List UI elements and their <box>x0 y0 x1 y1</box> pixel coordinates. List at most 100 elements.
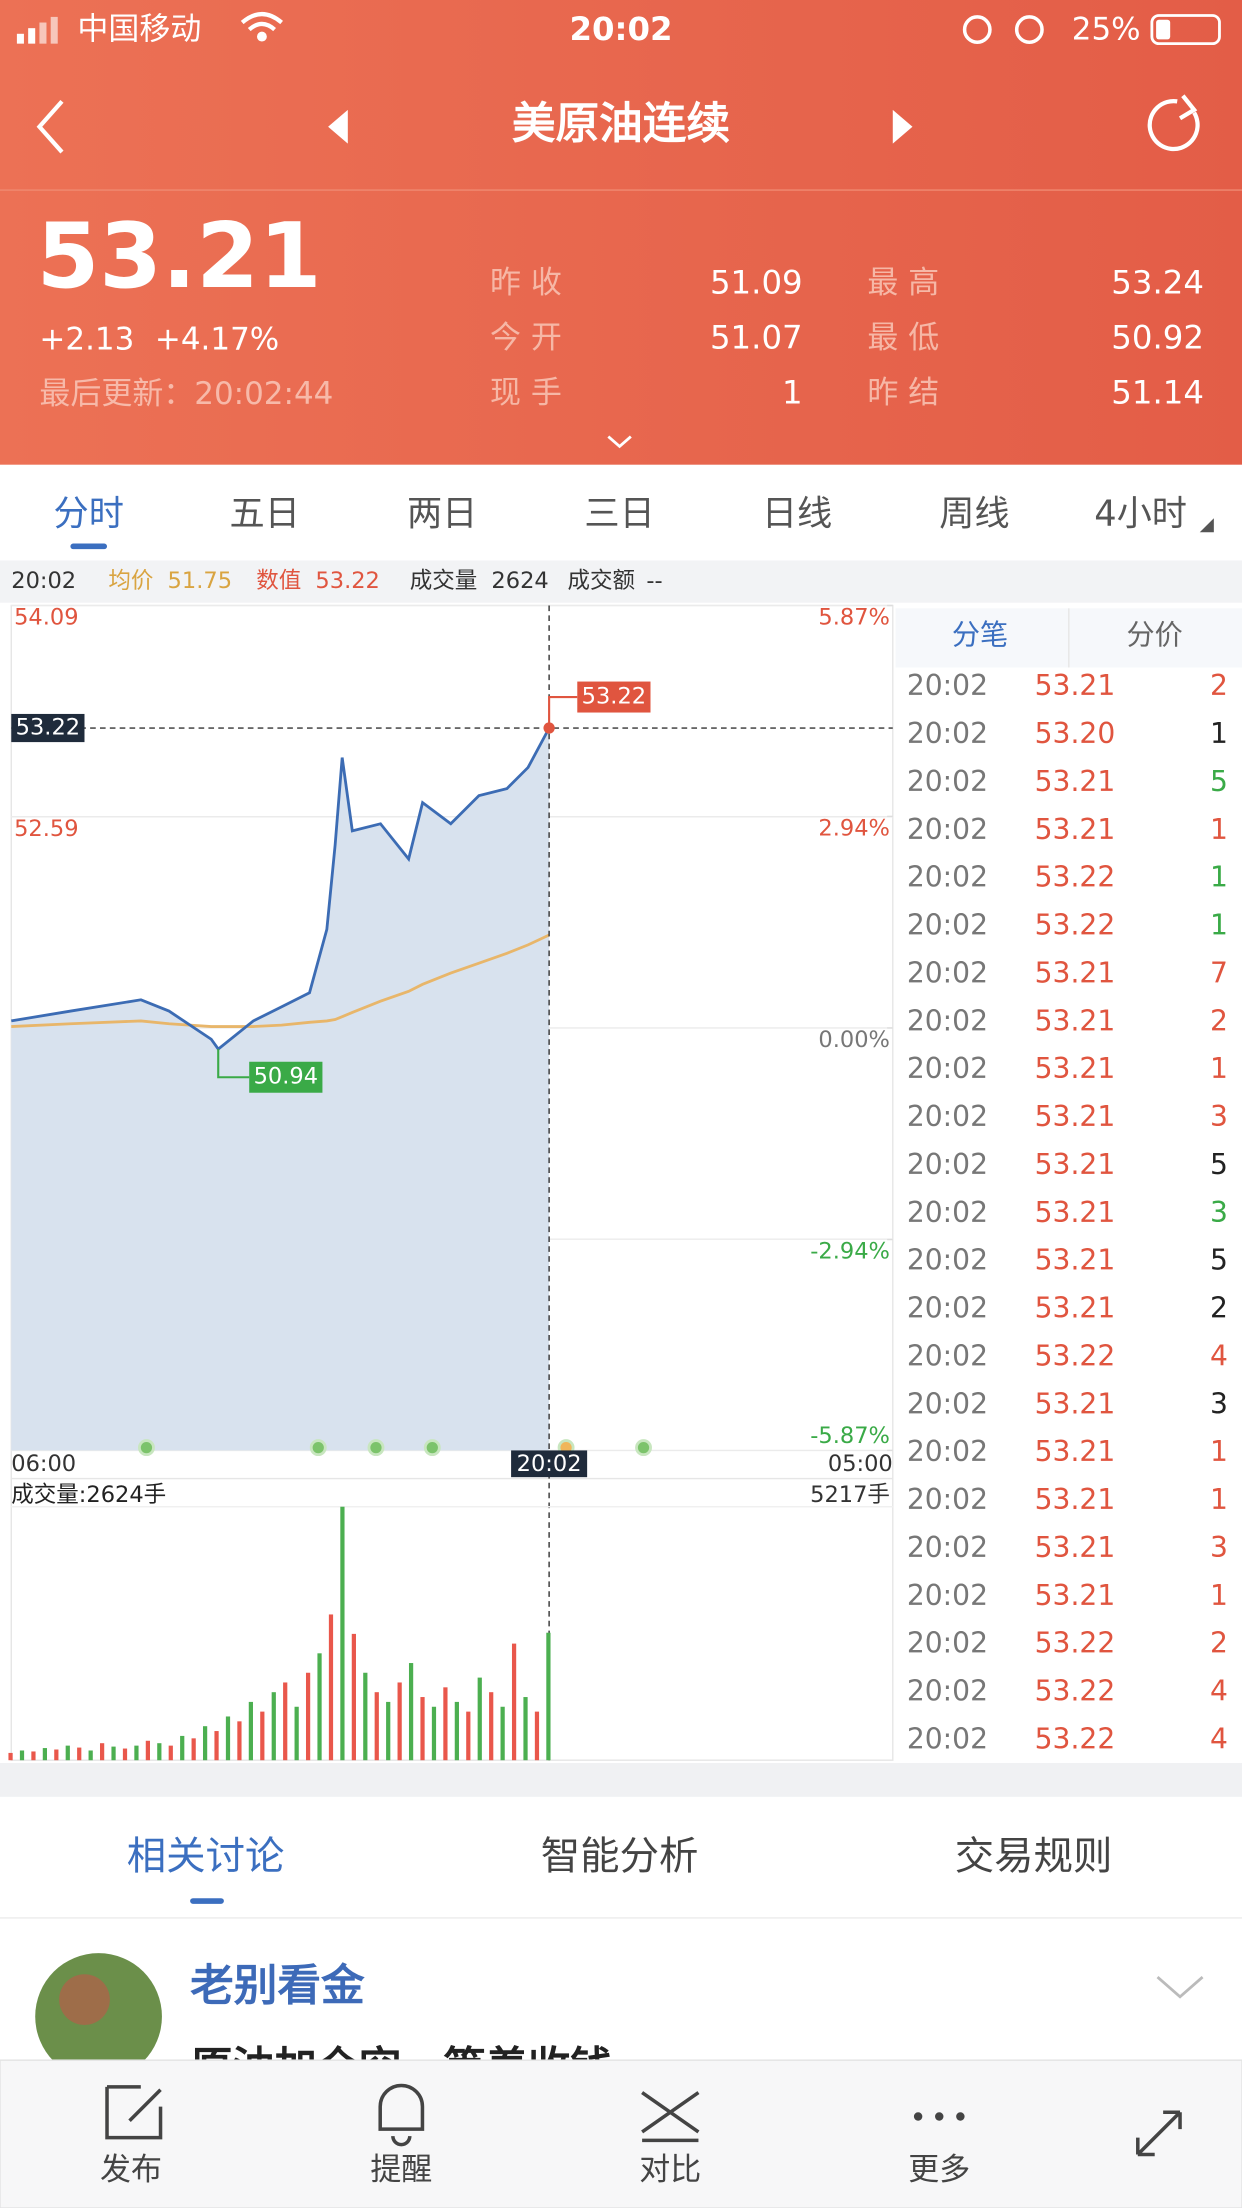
volume-bar <box>340 1506 345 1761</box>
trade-time: 20:02 <box>907 1292 988 1325</box>
volume-bar <box>19 1750 25 1761</box>
info-label: 均价 <box>108 568 153 594</box>
high-label-bg <box>577 681 651 713</box>
post-menu[interactable] <box>1156 1976 1204 1999</box>
trade-volume: 5 <box>1210 1148 1228 1181</box>
trades-tab[interactable]: 分笔 <box>952 618 1008 651</box>
event-dot[interactable] <box>423 1439 441 1457</box>
y-tick-label: 54.09 <box>14 605 78 631</box>
signal-icon <box>16 16 58 44</box>
trade-time: 20:02 <box>907 1531 988 1564</box>
x-tick-label: 06:00 <box>11 1451 76 1477</box>
trade-time: 20:02 <box>907 909 988 942</box>
toolbar-label[interactable]: 更多 <box>908 2152 970 2188</box>
volume-bar <box>328 1614 334 1761</box>
post-text: 原油加仓空，等着收钱 <box>190 2042 612 2091</box>
fullscreen-icon[interactable] <box>1136 2110 1182 2157</box>
period-tab[interactable]: 分时 <box>54 493 124 534</box>
toolbar-label[interactable]: 对比 <box>639 2152 701 2188</box>
trade-volume: 2 <box>1210 669 1228 702</box>
trade-price: 53.21 <box>1035 1052 1116 1085</box>
section-tab[interactable]: 相关讨论 <box>127 1833 285 1879</box>
stat-label: 今 开 <box>490 320 562 356</box>
info-value: -- <box>646 568 662 594</box>
publish-icon[interactable] <box>105 2085 163 2140</box>
trade-price: 53.22 <box>1035 909 1116 942</box>
period-tab[interactable]: 日线 <box>762 493 832 534</box>
carrier: 中国移动 <box>77 11 201 47</box>
volume-bar <box>511 1643 517 1761</box>
refresh-button[interactable] <box>1147 99 1200 152</box>
low-label: 50.94 <box>254 1064 318 1090</box>
event-dot[interactable] <box>635 1439 652 1457</box>
section-tab[interactable]: 交易规则 <box>955 1833 1113 1879</box>
trade-volume: 7 <box>1210 956 1228 989</box>
trade-price: 53.21 <box>1035 1387 1116 1420</box>
section-tab[interactable]: 智能分析 <box>541 1833 699 1879</box>
trade-time: 20:02 <box>907 1722 988 1755</box>
period-tab[interactable]: 周线 <box>939 493 1009 534</box>
trade-time: 20:02 <box>907 1483 988 1516</box>
info-bar-bg <box>0 560 1242 603</box>
high-flag <box>548 695 578 729</box>
toolbar-label[interactable]: 提醒 <box>370 2152 432 2188</box>
trade-volume: 4 <box>1210 1339 1228 1372</box>
cursor-price: 53.22 <box>16 715 80 741</box>
avatar-detail <box>59 1974 110 2025</box>
volume-bar <box>31 1751 36 1761</box>
trades-tab[interactable]: 分价 <box>1127 618 1183 651</box>
volume-bar <box>168 1745 173 1761</box>
tab-underline <box>190 1898 224 1904</box>
volume-bar <box>77 1747 82 1761</box>
trade-price: 53.22 <box>1035 1722 1116 1755</box>
event-dot[interactable] <box>138 1439 155 1457</box>
tab-dropdown[interactable] <box>1199 518 1214 533</box>
trade-price: 53.21 <box>1035 1100 1116 1133</box>
trade-time: 20:02 <box>907 669 988 702</box>
separator <box>0 1763 1242 1797</box>
volume-bar <box>191 1738 196 1761</box>
volume-bar <box>248 1701 253 1761</box>
back-button[interactable] <box>36 99 64 154</box>
trade-time: 20:02 <box>907 1004 988 1037</box>
updated: 最后更新：20:02:44 <box>39 376 333 412</box>
chart: 中国移动 20:02 25% 美原油连续 53.21 +2.13 +4.17% 最后更新：20… <box>8 10 1228 1879</box>
change-pct: +4.17% <box>155 321 279 357</box>
trade-volume: 1 <box>1210 1052 1228 1085</box>
stat-label: 现 手 <box>490 375 562 411</box>
compare-icon[interactable] <box>641 2091 700 2143</box>
y2-tick-label: 2.94% <box>818 816 890 842</box>
trade-price: 53.22 <box>1035 1339 1116 1372</box>
event-dot[interactable] <box>309 1439 327 1457</box>
period-tab[interactable]: 两日 <box>407 493 477 534</box>
trade-price: 53.21 <box>1035 956 1116 989</box>
x-tick-label: 05:00 <box>828 1451 893 1477</box>
more-icon[interactable] <box>913 2112 965 2121</box>
stat-value: 53.24 <box>1111 263 1204 301</box>
trade-price: 53.21 <box>1035 1196 1116 1229</box>
trade-price: 53.21 <box>1035 1244 1116 1277</box>
trade-time: 20:02 <box>907 813 988 846</box>
cursor-price-bg <box>11 713 85 743</box>
alert-icon[interactable] <box>378 2083 425 2147</box>
lock-icon <box>962 15 992 45</box>
expand-chevron[interactable] <box>607 435 632 449</box>
period-tab[interactable]: 三日 <box>584 493 654 534</box>
event-dot[interactable] <box>367 1439 385 1457</box>
toolbar-label[interactable]: 发布 <box>100 2152 162 2188</box>
period-tab[interactable]: 4小时 <box>1094 493 1187 534</box>
volume-bar <box>351 1633 356 1761</box>
y2-tick-label: -5.87% <box>810 1423 890 1449</box>
period-tab[interactable]: 五日 <box>230 493 300 534</box>
trade-volume: 1 <box>1210 717 1228 750</box>
post-author[interactable]: 老别看金 <box>190 1960 365 2011</box>
next-button[interactable] <box>892 109 913 144</box>
trade-time: 20:02 <box>907 1435 988 1468</box>
trade-time: 20:02 <box>907 1148 988 1181</box>
trade-time: 20:02 <box>907 717 988 750</box>
trade-volume: 2 <box>1210 1004 1228 1037</box>
prev-button[interactable] <box>328 109 348 144</box>
toolbar-icons <box>105 2083 1182 2157</box>
cursor-time-bg <box>511 1450 588 1478</box>
